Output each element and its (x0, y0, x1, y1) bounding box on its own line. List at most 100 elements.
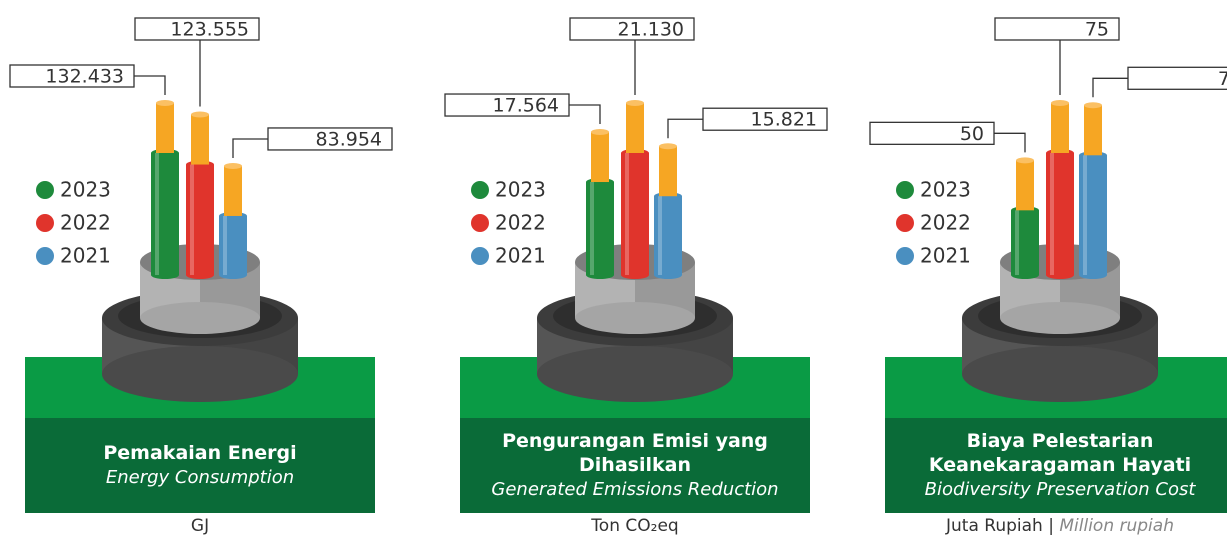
wire (1046, 100, 1074, 279)
value-box (134, 17, 260, 41)
wire-shine (590, 182, 594, 275)
wire-insulation (219, 215, 247, 275)
wire-core-top (1051, 100, 1069, 106)
outer-bottom (962, 346, 1158, 402)
wire-core (191, 114, 209, 165)
wire-shine (1083, 155, 1087, 275)
legend-swatch (36, 247, 54, 265)
value-box (569, 17, 695, 41)
value-label: 17.564 (493, 95, 559, 117)
leader-line (1092, 77, 1128, 98)
wire-shine (658, 196, 662, 275)
legend-label: 2022 (495, 211, 546, 235)
legend-swatch (896, 181, 914, 199)
value-box (267, 127, 393, 151)
value-box (994, 17, 1120, 41)
value-label: 15.821 (751, 109, 817, 131)
outer-bottom (537, 346, 733, 402)
wire-insulation (151, 153, 179, 275)
leader-line (994, 132, 1026, 153)
label-panel (460, 418, 810, 513)
wire-core-top (1016, 157, 1034, 164)
wire (219, 162, 247, 279)
legend-label: 2021 (60, 244, 111, 268)
leader-line (569, 104, 601, 125)
legend-label: 2023 (920, 178, 971, 202)
leader-line (134, 75, 166, 95)
unit-label: Juta Rupiah | (946, 516, 1054, 536)
chart-subtitle: Generated Emissions Reduction (491, 478, 779, 500)
wire (586, 129, 614, 279)
wire-core (1084, 105, 1102, 156)
title-panel: Pemakaian Energi Energy Consumption (25, 418, 375, 513)
wire-bottom (654, 271, 682, 279)
inner-bottom (575, 302, 695, 334)
inner-bottom (1000, 302, 1120, 334)
chart-title: Pengurangan Emisi yang Dihasilkan (502, 429, 768, 476)
wire-bottom (219, 271, 247, 279)
wire-bottom (586, 271, 614, 279)
legend-label: 2023 (60, 178, 111, 202)
wire-shine (190, 164, 194, 275)
wire-shine (625, 153, 629, 275)
legend-label: 2023 (495, 178, 546, 202)
wire-core-top (659, 143, 677, 150)
wire-insulation (621, 153, 649, 275)
legend-swatch (471, 214, 489, 232)
inner-bottom (140, 302, 260, 334)
wire-insulation (1079, 155, 1107, 275)
unit-row: Ton CO₂eq (460, 516, 810, 536)
wire-core (1016, 160, 1034, 211)
legend-swatch (471, 181, 489, 199)
value-label: 21.130 (618, 19, 684, 41)
value-box (1127, 66, 1227, 90)
unit-translation: Million rupiah (1059, 516, 1174, 536)
legend-label: 2021 (495, 244, 546, 268)
wire-shine (223, 215, 227, 275)
legend-swatch (896, 247, 914, 265)
wire-bottom (1046, 271, 1074, 279)
title-panel: Pengurangan Emisi yang Dihasilkan Generat… (460, 418, 810, 513)
chart-title: Pemakaian Energi (103, 441, 297, 464)
legend-swatch (36, 181, 54, 199)
wire-core-top (224, 162, 242, 169)
unit-row: Juta Rupiah | Million rupiah (885, 516, 1227, 536)
wire-insulation (186, 164, 214, 275)
wire (1079, 102, 1107, 279)
wire-core (156, 103, 174, 153)
wire-core (224, 165, 242, 216)
legend-label: 2022 (920, 211, 971, 235)
wire-core-top (1084, 102, 1102, 109)
legend-swatch (896, 214, 914, 232)
unit-label: Ton CO₂eq (591, 516, 679, 536)
wire (1011, 157, 1039, 279)
wire-insulation (654, 196, 682, 275)
wire-core (626, 103, 644, 153)
wire-core-top (191, 111, 209, 118)
value-box (869, 121, 995, 145)
value-label: 75 (1085, 19, 1109, 41)
value-label: 50 (960, 123, 984, 145)
outer-bottom (102, 346, 298, 402)
chart-subtitle: Biodiversity Preservation Cost (924, 478, 1196, 500)
wire-core-top (626, 100, 644, 106)
wire-insulation (1046, 153, 1074, 275)
wire-core (1051, 103, 1069, 153)
label-panel (885, 418, 1227, 513)
wire-bottom (151, 271, 179, 279)
wire-bottom (621, 271, 649, 279)
value-box (444, 93, 570, 117)
label-panel (25, 418, 375, 513)
legend-swatch (36, 214, 54, 232)
chart-title: Biaya Pelestarian Keanekaragaman Hayati (928, 429, 1192, 476)
title-panel: Biaya Pelestarian Keanekaragaman Hayati B… (885, 418, 1227, 513)
wire-insulation (586, 182, 614, 275)
chart-subtitle: Energy Consumption (105, 466, 295, 488)
wire-shine (155, 153, 159, 275)
wire-bottom (1011, 271, 1039, 279)
legend-swatch (471, 247, 489, 265)
value-box (9, 64, 135, 88)
wire (186, 111, 214, 279)
